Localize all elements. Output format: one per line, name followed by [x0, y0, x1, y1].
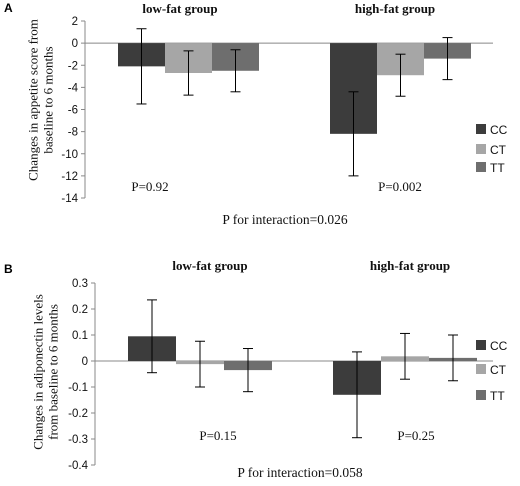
interaction-p-value: P for interaction=0.058 — [237, 465, 362, 480]
y-tick-label: 0.1 — [72, 330, 88, 342]
y-tick-label: -4 — [68, 82, 79, 94]
panel-letter: B — [4, 262, 13, 276]
y-axis-label-line: Changes in appetite score from — [25, 19, 40, 181]
p-value: P=0.25 — [397, 428, 434, 443]
legend-label-ct: CT — [490, 143, 507, 157]
y-tick-label: -8 — [68, 127, 78, 139]
y-axis-label: Changes in appetite score frombaseline t… — [25, 19, 55, 181]
legend-swatch-tt — [476, 162, 486, 172]
y-tick-label: -0.3 — [68, 434, 88, 446]
legend-label-cc: CC — [490, 123, 508, 137]
y-tick-label: 0.2 — [72, 304, 88, 316]
y-tick-label: 0.3 — [72, 278, 88, 290]
y-axis-label-line: baseline to 6 months — [40, 46, 55, 153]
group-label: high-fat group — [370, 258, 450, 273]
y-tick-label: -6 — [68, 105, 78, 117]
panel-letter: A — [4, 1, 13, 15]
p-value: P=0.92 — [131, 179, 168, 194]
y-tick-label: -0.2 — [68, 408, 88, 420]
y-axis-label-line: from baseline to 6 months — [45, 304, 60, 440]
legend-label-tt: TT — [490, 161, 505, 175]
legend-swatch-ct — [476, 364, 486, 374]
p-value: P=0.002 — [378, 179, 422, 194]
legend-label-ct: CT — [490, 363, 507, 377]
y-tick-label: -0.4 — [68, 460, 88, 472]
y-tick-label: -0.1 — [68, 382, 88, 394]
legend-swatch-cc — [476, 124, 486, 134]
chart-panel-a: A 2 0 -2 -4 -6 -8 -10 -12 -14 Changes in appetite … — [4, 1, 508, 227]
chart-panel-b: B 0.3 0.2 0.1 0 -0.1 -0.2 -0.3 -0.4 Changes in ad… — [4, 258, 508, 480]
interaction-p-value: P for interaction=0.026 — [222, 212, 347, 227]
group-label: high-fat group — [355, 1, 435, 16]
y-tick-label: -10 — [61, 149, 78, 161]
legend-swatch-cc — [476, 340, 486, 350]
p-value: P=0.15 — [199, 428, 236, 443]
group-label: low-fat group — [172, 258, 247, 273]
y-axis-label-line: Changes in adiponectin levels — [30, 294, 45, 450]
y-tick-label: 0 — [82, 356, 88, 368]
legend-swatch-tt — [476, 390, 486, 400]
legend-swatch-ct — [476, 144, 486, 154]
y-axis-label: Changes in adiponectin levelsfrom baseli… — [30, 294, 60, 450]
y-tick-label: 2 — [72, 16, 78, 28]
group-label: low-fat group — [142, 1, 217, 16]
y-tick-label: 0 — [72, 38, 78, 50]
y-tick-label: -14 — [61, 193, 78, 205]
y-tick-label: -2 — [68, 60, 78, 72]
y-tick-label: -12 — [61, 171, 78, 183]
legend-label-cc: CC — [490, 339, 508, 353]
legend-label-tt: TT — [490, 389, 505, 403]
